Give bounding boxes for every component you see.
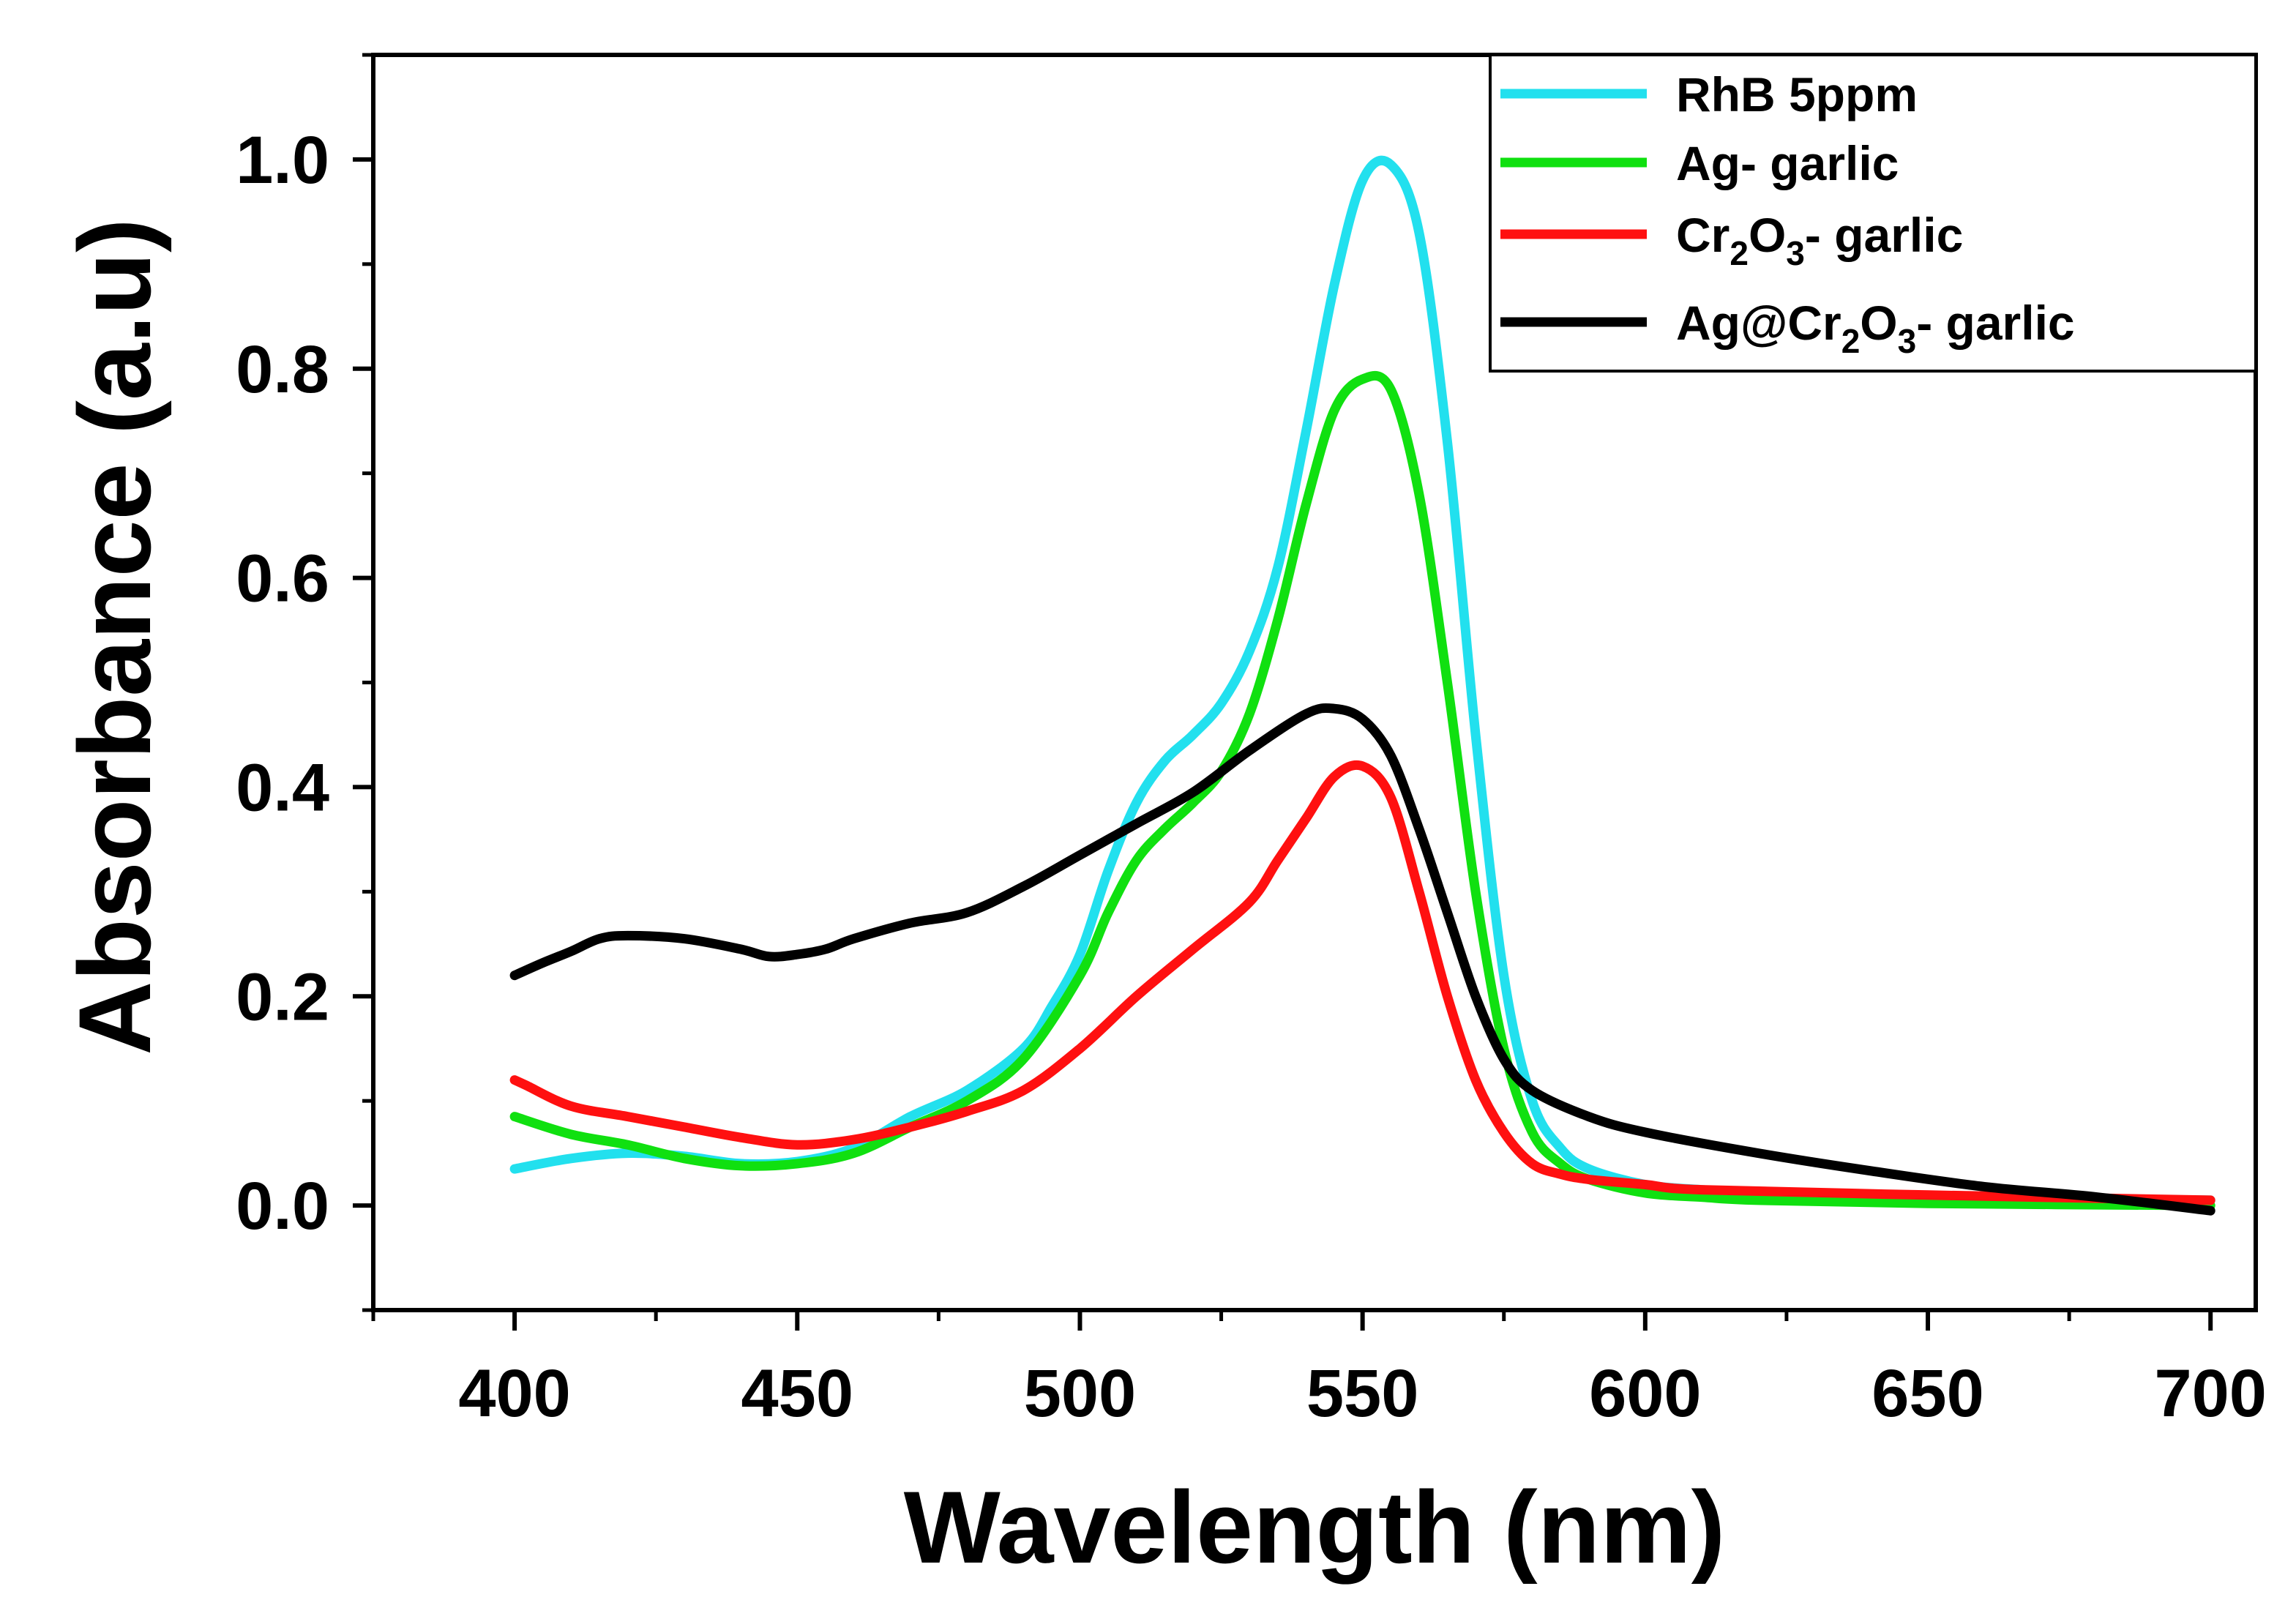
y-tick-label: 0.6 bbox=[236, 542, 329, 616]
legend: RhB 5ppm Ag- garlic Cr2O3- garlic Ag@Cr2O3-… bbox=[1489, 53, 2257, 373]
legend-label-ag-garlic: Ag- garlic bbox=[1676, 136, 1899, 190]
y-axis-title: Absorbance (a.u) bbox=[57, 218, 172, 1055]
y-tick-label: 0.8 bbox=[236, 332, 329, 407]
series-line-cr2o3-garlic bbox=[509, 760, 2215, 1205]
x-tick-label: 650 bbox=[1871, 1356, 1984, 1431]
y-tick-label: 0.4 bbox=[236, 750, 329, 825]
y-tick-label: 1.0 bbox=[236, 123, 329, 198]
y-tick-labels: 0.0 0.2 0.4 0.6 0.8 1.0 bbox=[236, 123, 329, 1243]
series-lines bbox=[509, 155, 2215, 1216]
x-tick-label: 400 bbox=[458, 1356, 571, 1431]
series-line-rhb-5ppm bbox=[509, 155, 2215, 1205]
legend-label-rhb-5ppm: RhB 5ppm bbox=[1676, 67, 1918, 121]
x-tick-label: 450 bbox=[741, 1356, 854, 1431]
legend-label-cr2o3-garlic: Cr2O3- garlic bbox=[1676, 208, 1963, 272]
x-tick-label: 700 bbox=[2154, 1356, 2267, 1431]
x-tick-label: 500 bbox=[1024, 1356, 1137, 1431]
axis-ticks bbox=[353, 53, 2213, 1331]
series-line-ag-cr2o3-garlic bbox=[509, 703, 2215, 1216]
y-tick-label: 0.0 bbox=[236, 1169, 329, 1243]
y-tick-label: 0.2 bbox=[236, 960, 329, 1034]
legend-label-ag-cr2o3-garlic: Ag@Cr2O3- garlic bbox=[1676, 296, 2075, 360]
series-line-ag-garlic bbox=[509, 371, 2215, 1211]
x-tick-label: 600 bbox=[1589, 1356, 1702, 1431]
x-tick-labels: 400 450 500 550 600 650 700 bbox=[458, 1356, 2267, 1431]
x-tick-label: 550 bbox=[1306, 1356, 1419, 1431]
x-axis-title: Wavelength (nm) bbox=[904, 1470, 1726, 1585]
